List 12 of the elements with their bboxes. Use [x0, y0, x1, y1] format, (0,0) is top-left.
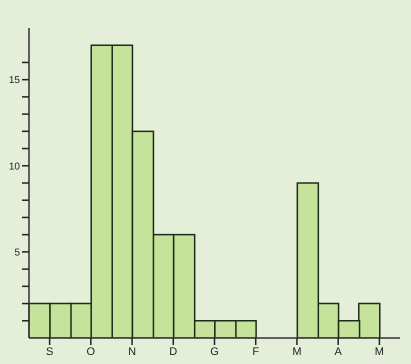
- x-tick-label: N: [128, 346, 136, 358]
- x-tick-label: M: [292, 346, 302, 358]
- y-tick-label: 10: [8, 161, 20, 172]
- x-tick-label: O: [86, 346, 96, 358]
- x-tick-label: G: [210, 346, 219, 358]
- y-tick-label: 5: [14, 247, 20, 258]
- x-tick-label: D: [169, 346, 178, 358]
- x-tick-label: S: [46, 346, 54, 358]
- x-tick-label: M: [374, 346, 384, 358]
- x-tick-label: A: [334, 346, 342, 358]
- y-tick-label: 15: [8, 75, 20, 86]
- x-tick-label: F: [252, 346, 260, 358]
